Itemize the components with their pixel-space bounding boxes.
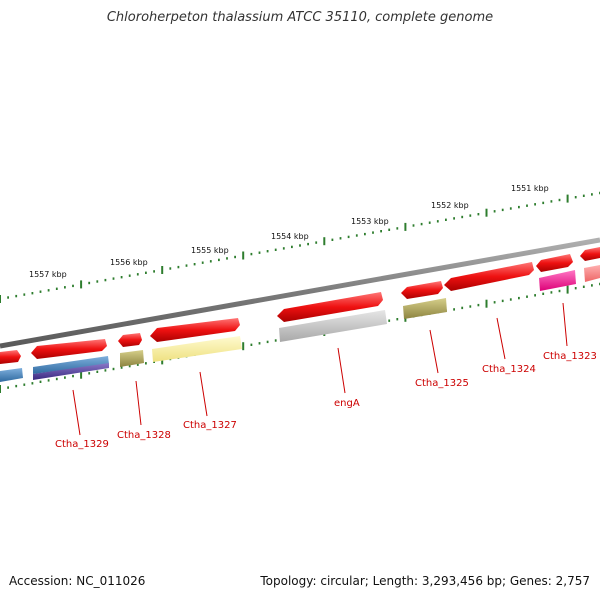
scale-label-1552: 1552 kbp [431,201,469,210]
accession-text: Accession: NC_011026 [9,574,146,588]
topology-summary: Topology: circular; Length: 3,293,456 bp… [260,574,590,588]
leader-line-ctha-1328 [135,380,142,426]
scale-label-1551: 1551 kbp [511,184,549,193]
gene-arrow-fwd-5[interactable] [277,292,383,322]
gene-arrow-rev-8[interactable] [539,270,576,291]
map-title: Chloroherpeton thalassium ATCC 35110, co… [106,10,494,25]
gene-arrow-rev-4[interactable] [120,350,144,367]
gene-arrow-fwd-3[interactable] [118,333,142,347]
gene-arrow-fwd-4[interactable] [150,318,240,342]
forward-strand-genes [0,247,600,364]
scale-label-1557: 1557 kbp [29,270,67,279]
leader-line-ctha-1323 [562,302,568,347]
gene-arrow-rev-6[interactable] [279,310,387,342]
gene-label-ctha-1328[interactable]: Ctha_1328 [117,430,171,441]
gene-arrow-fwd-9[interactable] [580,247,600,261]
leader-line-ctha-1325 [429,329,439,374]
gene-label-ctha-1323[interactable]: Ctha_1323 [543,351,597,362]
leader-line-ctha-1327 [199,371,208,417]
gene-arrow-rev-9[interactable] [584,265,600,282]
gene-arrow-rev-2[interactable] [33,356,109,374]
leader-line-enga [337,347,346,394]
genome-backbone [0,237,600,349]
gene-label-ctha-1327[interactable]: Ctha_1327 [183,420,237,431]
scale-label-1556: 1556 kbp [110,258,148,267]
gene-arrow-fwd-7[interactable] [444,262,534,291]
leader-line-ctha-1329 [72,389,81,436]
leader-line-ctha-1324 [496,317,506,360]
outer-tick-ring [0,191,600,303]
gene-arrow-fwd-2[interactable] [31,339,107,359]
gene-arrow-rev-5[interactable] [152,336,242,362]
gene-arrow-fwd-8[interactable] [536,254,573,272]
gene-arrow-fwd-1[interactable] [0,350,21,364]
gene-arrow-rev-7[interactable] [403,298,447,319]
gene-label-enga[interactable]: engA [334,398,360,409]
gene-arrow-fwd-6[interactable] [401,281,443,299]
gene-leader-lines [72,302,568,436]
gene-arrow-rev-3[interactable] [33,363,109,380]
scale-label-1555: 1555 kbp [191,246,229,255]
gene-label-ctha-1329[interactable]: Ctha_1329 [55,439,109,450]
gene-label-ctha-1325[interactable]: Ctha_1325 [415,378,469,389]
scale-label-1554: 1554 kbp [271,232,309,241]
gene-label-ctha-1324[interactable]: Ctha_1324 [482,364,536,375]
gene-arrow-rev-1[interactable] [0,368,23,382]
reverse-strand-genes [0,265,600,382]
scale-label-1553: 1553 kbp [351,217,389,226]
